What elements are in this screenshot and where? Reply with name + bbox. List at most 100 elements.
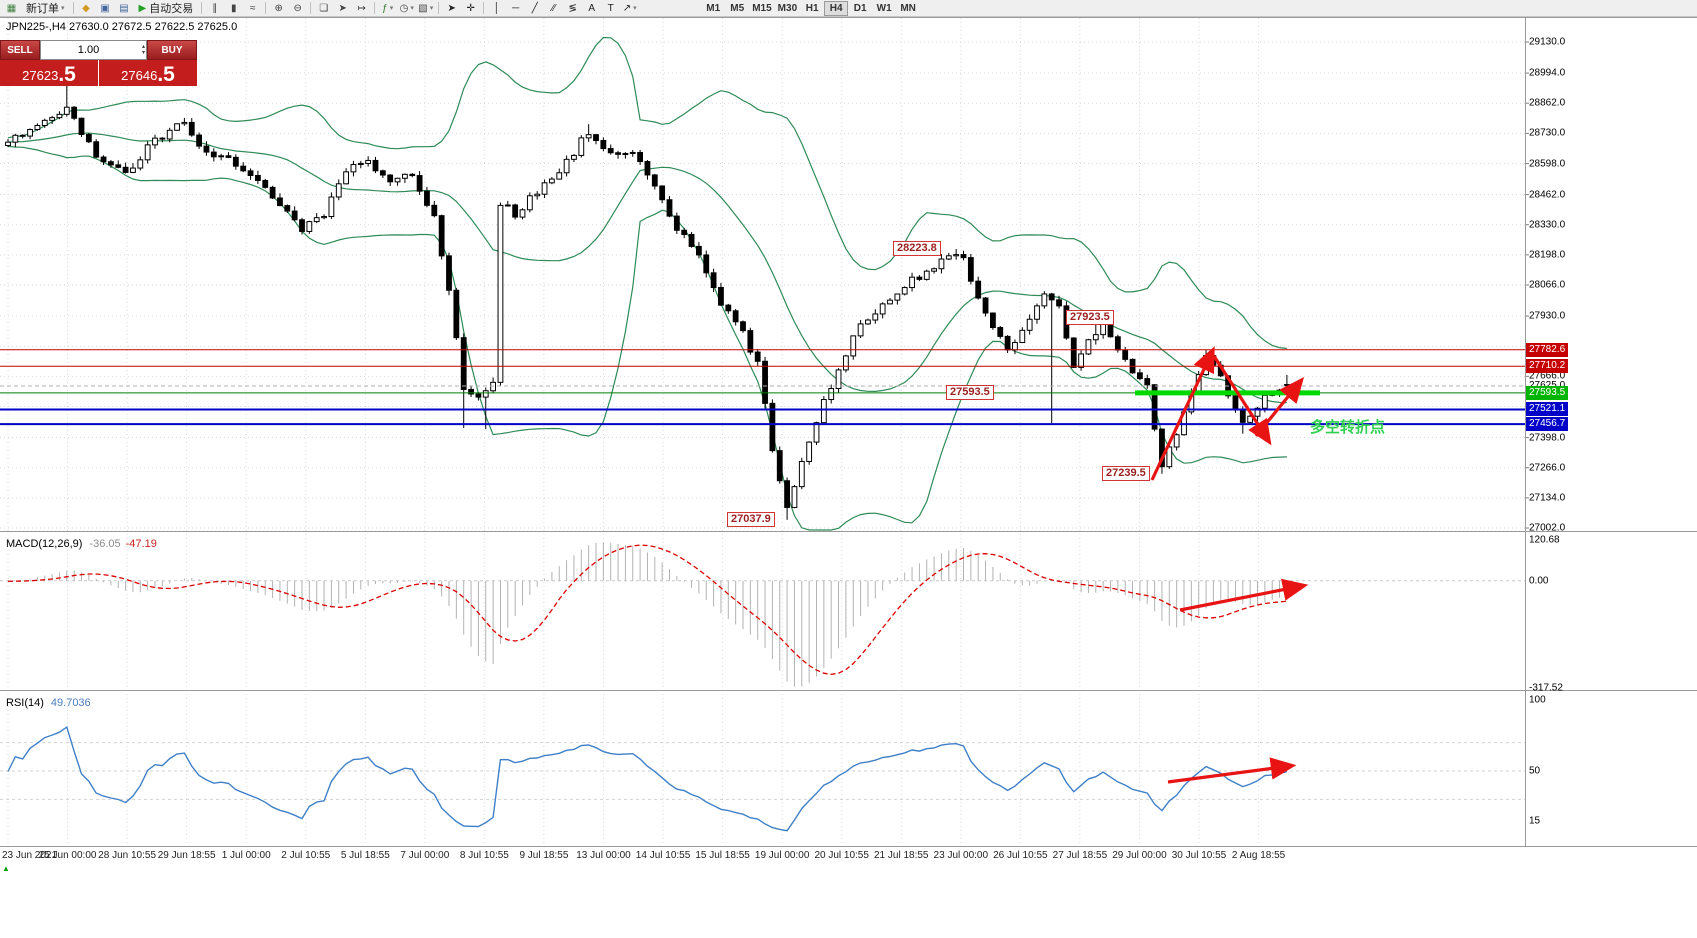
price-tag-27625.0: 27625.0: [1529, 379, 1565, 393]
timeframe-M30[interactable]: M30: [777, 2, 798, 14]
price-axis-label: 27398.0: [1529, 432, 1566, 444]
ohlc-bars-icon[interactable]: ∥: [212, 2, 218, 14]
indicators-list-icon[interactable]: ƒ ▾: [382, 2, 394, 14]
price-axis-label: 28066.0: [1529, 279, 1566, 291]
price-annotation[interactable]: 27037.9: [727, 511, 775, 527]
new-order-button[interactable]: 新订单 ▾: [22, 1, 69, 16]
price-axis-label: 27134.0: [1529, 492, 1566, 504]
timeframe-M15[interactable]: M15: [752, 2, 772, 14]
lot-spin-down-icon[interactable]: ▾: [141, 50, 145, 56]
time-axis-label: 30 Jul 10:55: [1171, 850, 1227, 861]
candlestick-chart-icon[interactable]: ▮: [230, 2, 237, 14]
bid-price-display[interactable]: 27623.5: [0, 60, 98, 86]
time-axis-label: 2 Aug 18:55: [1231, 850, 1286, 861]
one-click-trading-panel: SELL ▴ ▾ BUY 27623.5 27646.5: [0, 40, 197, 86]
timeframe-H1[interactable]: H1: [805, 2, 819, 14]
navigator-icon[interactable]: ▤: [119, 2, 129, 14]
indicators-list-icon-dropdown-icon[interactable]: ▾: [389, 5, 394, 12]
data-window-icon[interactable]: ▣: [100, 2, 110, 14]
vertical-line-icon[interactable]: │: [493, 2, 500, 14]
arrows-tool-icon-dropdown-icon[interactable]: ▾: [633, 5, 637, 12]
rsi-axis-label: 100: [1529, 694, 1546, 706]
price-annotation[interactable]: 27593.5: [946, 384, 994, 400]
tile-windows-icon[interactable]: ❏: [319, 2, 329, 14]
macd-signal-value: -47.19: [125, 538, 157, 550]
text-label-icon[interactable]: T: [607, 2, 614, 14]
market-watch-icon[interactable]: ◆: [82, 2, 90, 14]
autotrading-button[interactable]: ▶ 自动交易: [135, 1, 198, 16]
timeframe-H4[interactable]: H4: [824, 0, 849, 16]
cursor-icon[interactable]: ➤: [447, 2, 456, 14]
trendline-icon[interactable]: ╱: [531, 2, 538, 14]
buy-button[interactable]: BUY: [147, 40, 197, 60]
horizontal-line-icon[interactable]: ─: [512, 2, 520, 14]
rsi-axis-label: 50: [1529, 765, 1541, 777]
trade-prices-row: 27623.5 27646.5: [0, 60, 197, 86]
trend-arrows: [1150, 346, 1309, 784]
price-axis-label: 28462.0: [1529, 189, 1566, 201]
price-axis-label: 28730.0: [1529, 127, 1566, 139]
zoom-in-icon[interactable]: ⊕: [274, 2, 283, 14]
chart-shift-icon[interactable]: ↦: [357, 2, 366, 14]
timeframe-MN[interactable]: MN: [900, 2, 916, 14]
price-annotation[interactable]: 28223.8: [893, 240, 941, 256]
time-axis-label: 27 Jul 18:55: [1052, 850, 1108, 861]
macd-label: MACD(12,26,9) -36.05 -47.19: [6, 538, 157, 550]
new-order-button-dropdown-icon[interactable]: ▾: [61, 5, 65, 12]
templates-icon[interactable]: ▧ ▾: [418, 2, 434, 14]
time-axis-label: 8 Jul 10:55: [459, 850, 509, 861]
ask-price-display[interactable]: 27646.5: [99, 60, 197, 86]
price-annotation[interactable]: 27923.5: [1066, 309, 1114, 325]
time-axis-label: 29 Jun 18:55: [157, 850, 216, 861]
toolbar-separator: [374, 2, 376, 14]
timeframe-W1[interactable]: W1: [876, 2, 892, 14]
auto-scroll-icon[interactable]: ➤: [338, 2, 347, 14]
price-tag-27521.1: 27521.1: [1526, 402, 1569, 417]
time-axis-label: 14 Jul 10:55: [635, 850, 691, 861]
periods-icon[interactable]: ◷ ▾: [399, 2, 414, 14]
bid-main: 27623: [22, 68, 59, 83]
toolbar-separator: [483, 2, 485, 14]
sell-button[interactable]: SELL: [0, 40, 40, 60]
timeframe-M5[interactable]: M5: [730, 2, 745, 14]
time-axis-label: 19 Jul 00:00: [754, 850, 810, 861]
price-tag-27782.6: 27782.6: [1526, 342, 1569, 357]
arrows-tool-icon[interactable]: ↗ ▾: [622, 2, 637, 14]
macd-main-value: -36.05: [89, 538, 121, 550]
lot-spin-up-icon[interactable]: ▴: [141, 44, 145, 50]
time-axis-label: 20 Jul 10:55: [814, 850, 869, 861]
lot-size-field[interactable]: ▴ ▾: [40, 40, 147, 60]
periods-icon-dropdown-icon[interactable]: ▾: [410, 5, 414, 12]
toolbar-separator: [72, 2, 74, 14]
time-axis-label: 25 Jun 00:00: [38, 850, 97, 861]
time-axis-label: 15 Jul 18:55: [695, 850, 750, 861]
price-tag-27710.2: 27710.2: [1526, 359, 1569, 374]
price-axis-label: 28862.0: [1529, 97, 1566, 109]
toolbar-separator: [438, 2, 440, 14]
time-axis-label: 1 Jul 00:00: [221, 850, 271, 861]
price-axis-label: 28598.0: [1529, 158, 1566, 169]
fibonacci-icon[interactable]: ≶: [568, 2, 577, 14]
candlestick-series: [5, 81, 1290, 520]
timeframe-M1[interactable]: M1: [706, 2, 721, 14]
price-axis-label: 28198.0: [1529, 249, 1566, 261]
trade-buttons-row: SELL ▴ ▾ BUY: [0, 40, 197, 60]
templates-icon-dropdown-icon[interactable]: ▾: [429, 5, 434, 12]
time-axis-label: 2 Jul 10:55: [281, 850, 331, 861]
line-chart-icon[interactable]: ≈: [249, 2, 256, 14]
autotrading-button-label: 自动交易: [149, 3, 194, 15]
bid-fraction: .5: [58, 63, 76, 86]
lot-spinner[interactable]: ▴ ▾: [142, 41, 145, 59]
new-chart-icon[interactable]: ▦: [6, 2, 17, 14]
price-annotation[interactable]: 27239.5: [1102, 465, 1150, 481]
price-axis-label: 27930.0: [1529, 310, 1566, 322]
crosshair-icon[interactable]: ✛: [466, 2, 475, 14]
time-axis-label: 29 Jul 00:00: [1112, 850, 1167, 861]
timeframe-D1[interactable]: D1: [853, 2, 867, 14]
equidistant-channel-icon[interactable]: ∕∕: [552, 2, 556, 14]
lot-size-input[interactable]: [41, 41, 146, 59]
text-tool-icon[interactable]: A: [588, 2, 596, 14]
zoom-out-icon[interactable]: ⊖: [293, 2, 302, 14]
